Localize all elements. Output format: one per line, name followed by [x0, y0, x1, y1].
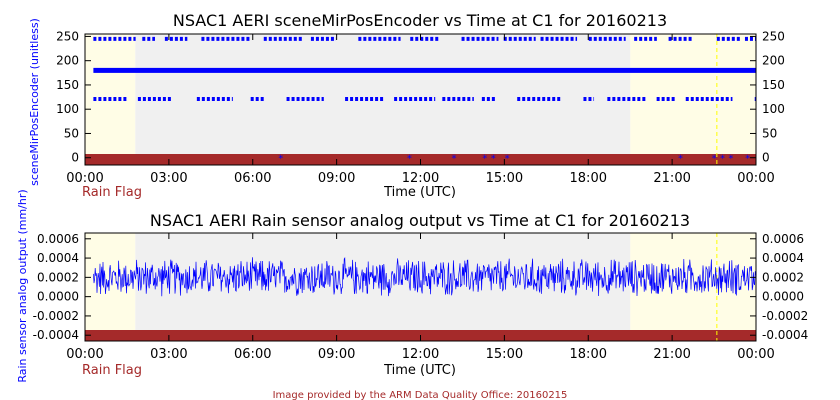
top-y-tick-label-right: 50 [762, 126, 777, 140]
bottom-x-tick-label: 06:00 [234, 347, 271, 362]
top-x-tick-label: 00:00 [737, 171, 774, 186]
bottom-y-tick-label-left: 0.0000 [37, 290, 79, 304]
bottom-daylight-band [85, 233, 136, 341]
bottom-series-line [93, 257, 757, 297]
top-x-tick-label: 09:00 [318, 171, 355, 186]
top-x-tick-label: 15:00 [486, 171, 523, 186]
bottom-chart-panel: NSAC1 AERI Rain sensor analog output vs … [16, 189, 808, 382]
top-chart-title: NSAC1 AERI sceneMirPosEncoder vs Time at… [173, 11, 667, 30]
bottom-x-tick-label: 12:00 [402, 347, 439, 362]
top-data-point: * [505, 154, 510, 165]
top-data-point: * [728, 154, 733, 165]
top-y-tick-label-left: 50 [64, 126, 79, 140]
top-y-tick-label-left: 0 [71, 151, 79, 165]
top-y-tick-label-left: 250 [56, 29, 79, 43]
bottom-x-tick-label: 00:00 [66, 347, 103, 362]
bottom-x-tick-label: 21:00 [653, 347, 690, 362]
top-data-point: * [745, 154, 750, 165]
top-series-line-180 [93, 67, 756, 73]
bottom-chart-ylabel: Rain sensor analog output (mm/hr) [16, 189, 29, 382]
top-y-tick-label-right: 0 [762, 151, 770, 165]
top-chart-rain-flag-label: Rain Flag [82, 185, 142, 200]
top-x-tick-label: 18:00 [570, 171, 607, 186]
top-x-tick-label: 12:00 [402, 171, 439, 186]
bottom-chart-rain-flag-label: Rain Flag [82, 363, 142, 378]
top-y-tick-label-right: 150 [762, 78, 785, 92]
top-y-tick-label-left: 100 [56, 102, 79, 116]
bottom-y-tick-label-left: 0.0004 [37, 251, 79, 265]
top-data-point: * [482, 154, 487, 165]
bottom-x-tick-label: 09:00 [318, 347, 355, 362]
top-x-tick-label: 03:00 [150, 171, 187, 186]
top-y-tick-label-right: 100 [762, 102, 785, 116]
top-y-tick-label-right: 200 [762, 54, 785, 68]
top-y-tick-label-right: 250 [762, 29, 785, 43]
bottom-y-tick-label-left: 0.0006 [37, 232, 79, 246]
top-data-point: * [278, 154, 283, 165]
top-x-tick-label: 00:00 [66, 171, 103, 186]
top-data-point: * [452, 154, 457, 165]
top-data-point: * [712, 154, 717, 165]
top-x-tick-label: 21:00 [653, 171, 690, 186]
top-data-point: * [491, 154, 496, 165]
top-chart-panel: NSAC1 AERI sceneMirPosEncoder vs Time at… [28, 11, 785, 200]
bottom-y-tick-label-right: -0.0002 [762, 309, 808, 323]
bottom-chart-plot-area: 00:00 03:00 06:00 09:00 12:00 15:00 18:00 21:00… [33, 232, 809, 362]
bottom-y-tick-label-right: 0.0000 [762, 290, 804, 304]
top-chart-xlabel: Time (UTC) [383, 185, 456, 200]
bottom-x-tick-label: 18:00 [570, 347, 607, 362]
top-data-point: * [720, 154, 725, 165]
top-data-point: * [407, 154, 412, 165]
footer-credit: Image provided by the ARM Data Quality O… [273, 390, 568, 400]
top-y-tick-label-left: 150 [56, 78, 79, 92]
bottom-y-tick-label-left: -0.0004 [33, 328, 79, 342]
top-x-tick-label: 06:00 [234, 171, 271, 186]
top-chart-plot-area: * * * * * * * * * * *00:00 03:00 06:00 09:00 12:00 15:0… [56, 29, 785, 186]
top-y-tick-label-left: 200 [56, 54, 79, 68]
bottom-x-tick-label: 03:00 [150, 347, 187, 362]
bottom-chart-title: NSAC1 AERI Rain sensor analog output vs … [150, 211, 690, 230]
bottom-y-tick-label-right: 0.0004 [762, 251, 804, 265]
top-data-point: * [678, 154, 683, 165]
bottom-y-tick-label-right: 0.0002 [762, 270, 804, 284]
bottom-x-tick-label: 15:00 [486, 347, 523, 362]
bottom-chart-xlabel: Time (UTC) [383, 363, 456, 378]
bottom-y-tick-label-right: -0.0004 [762, 328, 808, 342]
top-chart-ylabel: sceneMirPosEncoder (unitless) [28, 18, 41, 186]
bottom-x-tick-label: 00:00 [737, 347, 774, 362]
bottom-y-tick-label-right: 0.0006 [762, 232, 804, 246]
bottom-y-tick-label-left: -0.0002 [33, 309, 79, 323]
bottom-y-tick-label-left: 0.0002 [37, 270, 79, 284]
